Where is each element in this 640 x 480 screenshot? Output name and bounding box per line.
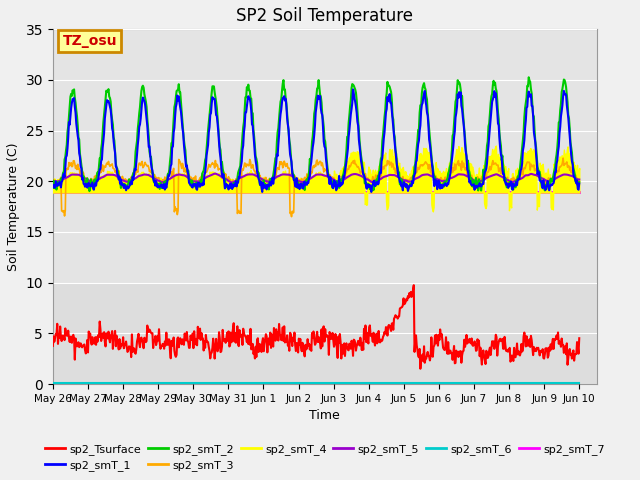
sp2_smT_5 xyxy=(381,174,389,180)
sp2_smT_3 xyxy=(194,179,202,185)
sp2_Tsurface xyxy=(410,282,418,288)
sp2_smT_1 xyxy=(166,169,174,175)
sp2_Tsurface xyxy=(58,333,66,338)
sp2_Tsurface xyxy=(396,313,403,319)
sp2_smT_1 xyxy=(58,178,66,183)
sp2_smT_7 xyxy=(194,190,202,195)
sp2_smT_5 xyxy=(397,176,404,181)
sp2_smT_2 xyxy=(58,175,66,180)
sp2_smT_2 xyxy=(396,181,404,187)
sp2_smT_3 xyxy=(288,214,296,219)
sp2_smT_2 xyxy=(525,74,532,80)
Line: sp2_Tsurface: sp2_Tsurface xyxy=(53,285,579,369)
sp2_smT_3 xyxy=(166,171,174,177)
sp2_smT_5 xyxy=(575,177,583,182)
sp2_smT_6 xyxy=(113,381,120,386)
sp2_smT_7 xyxy=(166,190,174,195)
sp2_smT_5 xyxy=(113,173,120,179)
sp2_Tsurface xyxy=(113,333,120,338)
sp2_smT_3 xyxy=(559,155,567,161)
Y-axis label: Soil Temperature (C): Soil Temperature (C) xyxy=(7,143,20,271)
sp2_smT_6 xyxy=(58,381,66,386)
Bar xyxy=(53,29,596,283)
sp2_smT_2 xyxy=(49,184,57,190)
sp2_smT_5 xyxy=(58,177,66,182)
sp2_smT_1 xyxy=(575,180,583,186)
sp2_smT_3 xyxy=(381,163,388,169)
sp2_smT_5 xyxy=(194,179,202,184)
sp2_Tsurface xyxy=(194,324,202,330)
sp2_Tsurface xyxy=(49,343,57,349)
sp2_smT_6 xyxy=(380,381,388,386)
sp2_smT_7 xyxy=(380,190,388,195)
sp2_Tsurface xyxy=(575,336,583,341)
sp2_smT_1 xyxy=(381,120,389,126)
sp2_smT_5 xyxy=(166,176,174,181)
sp2_smT_5 xyxy=(49,179,57,184)
sp2_smT_3 xyxy=(58,208,66,214)
Line: sp2_smT_1: sp2_smT_1 xyxy=(53,89,579,192)
sp2_smT_2 xyxy=(113,166,121,171)
sp2_smT_6 xyxy=(194,381,202,386)
sp2_Tsurface xyxy=(380,333,388,338)
sp2_smT_1 xyxy=(113,164,120,170)
sp2_smT_1 xyxy=(367,189,375,195)
sp2_smT_7 xyxy=(49,190,57,195)
sp2_smT_1 xyxy=(397,179,404,185)
sp2_smT_1 xyxy=(194,180,202,186)
sp2_smT_2 xyxy=(195,184,202,190)
sp2_smT_2 xyxy=(575,179,583,185)
sp2_smT_2 xyxy=(86,188,93,194)
sp2_Tsurface xyxy=(166,348,174,354)
sp2_smT_6 xyxy=(49,381,57,386)
Line: sp2_smT_3: sp2_smT_3 xyxy=(53,158,579,216)
sp2_smT_1 xyxy=(349,86,357,92)
sp2_smT_7 xyxy=(396,190,403,195)
sp2_smT_6 xyxy=(166,381,174,386)
sp2_smT_1 xyxy=(49,183,57,189)
X-axis label: Time: Time xyxy=(310,409,340,422)
sp2_smT_7 xyxy=(113,190,120,195)
sp2_smT_3 xyxy=(575,179,583,184)
sp2_Tsurface xyxy=(417,366,424,372)
Bar xyxy=(53,283,596,384)
Legend: sp2_Tsurface, sp2_smT_1, sp2_smT_2, sp2_smT_3, sp2_smT_4, sp2_smT_5, sp2_smT_6, : sp2_Tsurface, sp2_smT_1, sp2_smT_2, sp2_… xyxy=(40,439,609,476)
Title: SP2 Soil Temperature: SP2 Soil Temperature xyxy=(236,7,413,25)
Line: sp2_smT_2: sp2_smT_2 xyxy=(53,77,579,191)
Text: TZ_osu: TZ_osu xyxy=(63,34,117,48)
sp2_smT_2 xyxy=(167,152,175,158)
sp2_smT_3 xyxy=(49,177,57,183)
sp2_smT_7 xyxy=(575,190,583,195)
sp2_smT_2 xyxy=(381,114,388,120)
sp2_smT_7 xyxy=(58,190,66,195)
sp2_smT_6 xyxy=(575,381,583,386)
sp2_smT_3 xyxy=(113,171,120,177)
sp2_smT_5 xyxy=(228,180,236,185)
sp2_smT_6 xyxy=(396,381,403,386)
sp2_smT_5 xyxy=(212,171,220,177)
Line: sp2_smT_5: sp2_smT_5 xyxy=(53,174,579,182)
sp2_smT_3 xyxy=(396,176,404,181)
